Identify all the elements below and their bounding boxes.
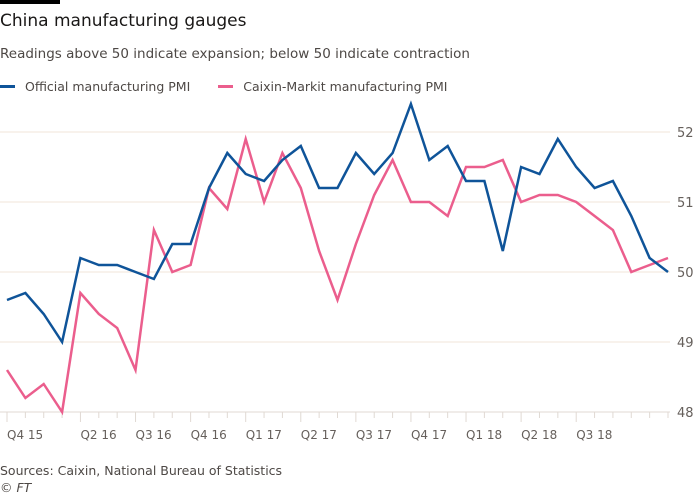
x-tick-label: Q2 18 <box>521 428 557 442</box>
series-line-official <box>6 100 669 346</box>
x-tick-label: Q3 18 <box>576 428 612 442</box>
y-tick-label: 51 <box>677 196 694 211</box>
legend: Official manufacturing PMI Caixin-Markit… <box>0 79 476 94</box>
legend-item-caixin: Caixin-Markit manufacturing PMI <box>218 79 448 94</box>
x-tick-label: Q1 17 <box>246 428 282 442</box>
x-tick-label: Q2 16 <box>80 428 116 442</box>
source-note: Sources: Caixin, National Bureau of Stat… <box>0 463 283 478</box>
y-axis: 48 49 50 51 52 <box>677 126 694 421</box>
x-tick-label: Q4 16 <box>191 428 227 442</box>
y-tick-label: 48 <box>677 406 694 421</box>
copyright: © FT <box>0 480 32 495</box>
chart-subtitle: Readings above 50 indicate expansion; be… <box>0 46 470 62</box>
y-tick-label: 49 <box>677 336 694 351</box>
legend-swatch-caixin <box>218 85 234 88</box>
legend-label-caixin: Caixin-Markit manufacturing PMI <box>243 79 448 94</box>
series-lines <box>5 100 669 416</box>
x-tick-label: Q4 17 <box>411 428 447 442</box>
x-axis: Q4 15 Q2 16 Q3 16 Q4 16 Q1 17 Q2 17 Q3 17 Q4 17… <box>6 412 669 442</box>
x-tick-label: Q4 15 <box>7 428 43 442</box>
legend-swatch-official <box>0 85 15 88</box>
x-tick-label: Q3 16 <box>136 428 172 442</box>
line-chart: Q4 15 Q2 16 Q3 16 Q4 16 Q1 17 Q2 17 Q3 17 Q4 17… <box>0 100 694 442</box>
y-tick-label: 52 <box>677 126 694 141</box>
ft-top-bar <box>0 0 60 4</box>
legend-label-official: Official manufacturing PMI <box>25 79 191 94</box>
x-tick-label: Q3 17 <box>356 428 392 442</box>
gridlines <box>0 131 670 413</box>
x-tick-label: Q1 18 <box>466 428 502 442</box>
legend-item-official: Official manufacturing PMI <box>0 79 190 94</box>
x-tick-label: Q2 17 <box>301 428 337 442</box>
series-line-caixin <box>5 134 669 416</box>
chart-title: China manufacturing gauges <box>0 11 247 31</box>
y-tick-label: 50 <box>677 266 694 281</box>
